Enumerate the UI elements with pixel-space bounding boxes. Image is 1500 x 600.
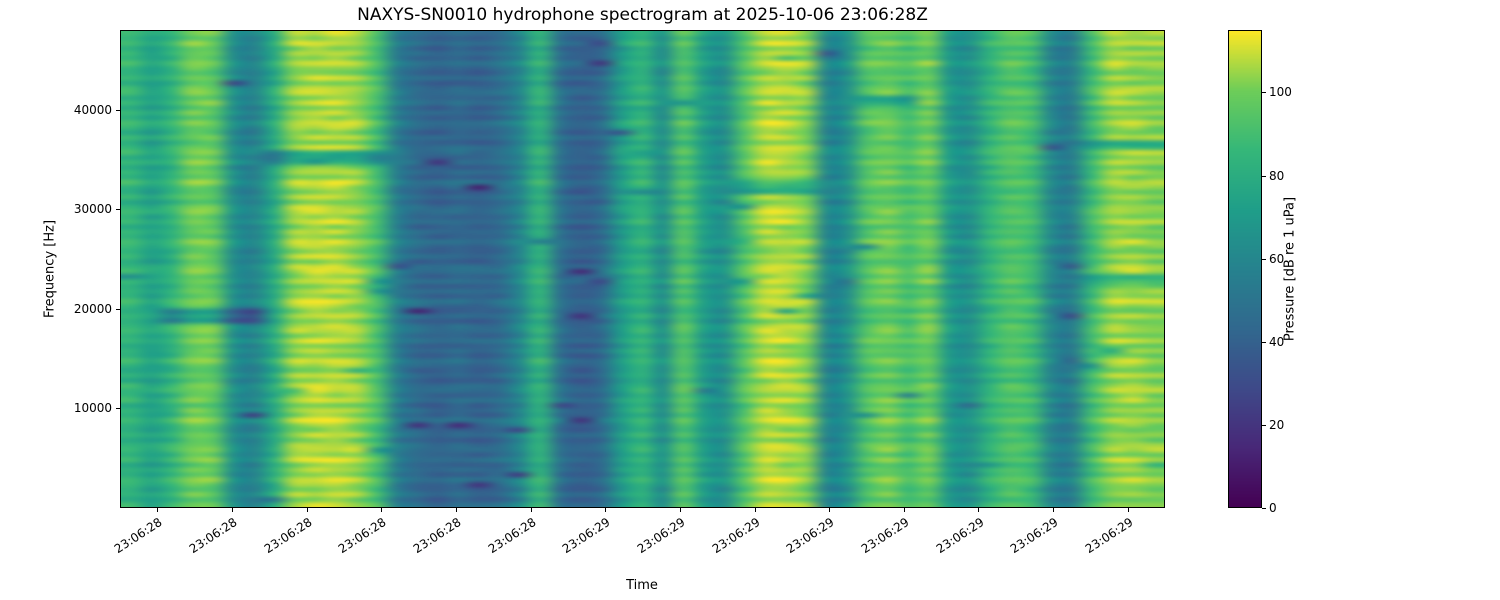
y-tick-label: 20000 xyxy=(73,301,112,316)
x-tick-mark xyxy=(829,508,831,512)
x-tick-label: 23:06:28 xyxy=(261,515,315,557)
y-tick-label: 10000 xyxy=(73,401,112,416)
colorbar-tick-label: 80 xyxy=(1269,168,1285,183)
x-tick-mark xyxy=(903,508,905,512)
colorbar-tick-label: 60 xyxy=(1269,251,1285,266)
y-axis-label: Frequency [Hz] xyxy=(42,219,58,319)
x-tick-mark xyxy=(306,508,308,512)
x-tick-mark xyxy=(605,508,607,512)
x-tick-label: 23:06:29 xyxy=(858,515,912,557)
x-tick-label: 23:06:28 xyxy=(335,515,389,557)
x-tick-mark xyxy=(754,508,756,512)
x-tick-mark xyxy=(455,508,457,512)
x-axis-label: Time xyxy=(626,578,658,593)
x-tick-mark xyxy=(679,508,681,512)
x-tick-label: 23:06:29 xyxy=(559,515,613,557)
colorbar-canvas xyxy=(1229,31,1261,507)
x-tick-mark xyxy=(978,508,980,512)
colorbar-tick-label: 40 xyxy=(1269,334,1285,349)
x-tick-mark xyxy=(381,508,383,512)
colorbar-tick-mark xyxy=(1262,175,1266,177)
y-tick-mark xyxy=(116,209,120,211)
y-tick-mark xyxy=(116,109,120,111)
x-tick-mark xyxy=(232,508,233,512)
y-tick-mark xyxy=(116,308,120,310)
x-tick-label: 23:06:29 xyxy=(1007,515,1061,557)
x-tick-mark xyxy=(157,508,159,512)
colorbar xyxy=(1228,30,1262,508)
x-tick-label: 23:06:29 xyxy=(933,515,987,557)
colorbar-tick-mark xyxy=(1262,341,1266,343)
colorbar-tick-mark xyxy=(1262,508,1266,509)
x-tick-label: 23:06:29 xyxy=(634,515,688,557)
x-tick-label: 23:06:29 xyxy=(783,515,837,557)
chart-title: NAXYS-SN0010 hydrophone spectrogram at 2… xyxy=(357,5,928,25)
y-tick-mark xyxy=(116,408,120,410)
y-tick-label: 40000 xyxy=(73,102,112,117)
x-tick-mark xyxy=(530,508,532,512)
y-tick-label: 30000 xyxy=(73,202,112,217)
colorbar-tick-mark xyxy=(1262,92,1266,94)
x-tick-label: 23:06:29 xyxy=(1082,515,1136,557)
spectrogram-canvas xyxy=(121,31,1164,507)
x-tick-mark xyxy=(1053,508,1054,512)
x-tick-label: 23:06:28 xyxy=(112,515,165,557)
x-tick-mark xyxy=(1127,508,1129,512)
colorbar-tick-label: 0 xyxy=(1269,501,1277,515)
x-tick-label: 23:06:29 xyxy=(709,515,763,557)
x-tick-label: 23:06:28 xyxy=(410,515,464,557)
colorbar-tick-mark xyxy=(1262,424,1266,426)
spectrogram-plot xyxy=(120,30,1165,508)
colorbar-tick-label: 100 xyxy=(1269,85,1292,100)
colorbar-label: Pressure [dB re 1 uPa] xyxy=(1282,196,1298,342)
x-tick-label: 23:06:28 xyxy=(186,515,240,557)
colorbar-tick-mark xyxy=(1262,258,1266,260)
colorbar-tick-label: 20 xyxy=(1269,417,1285,432)
x-tick-label: 23:06:28 xyxy=(485,515,539,557)
